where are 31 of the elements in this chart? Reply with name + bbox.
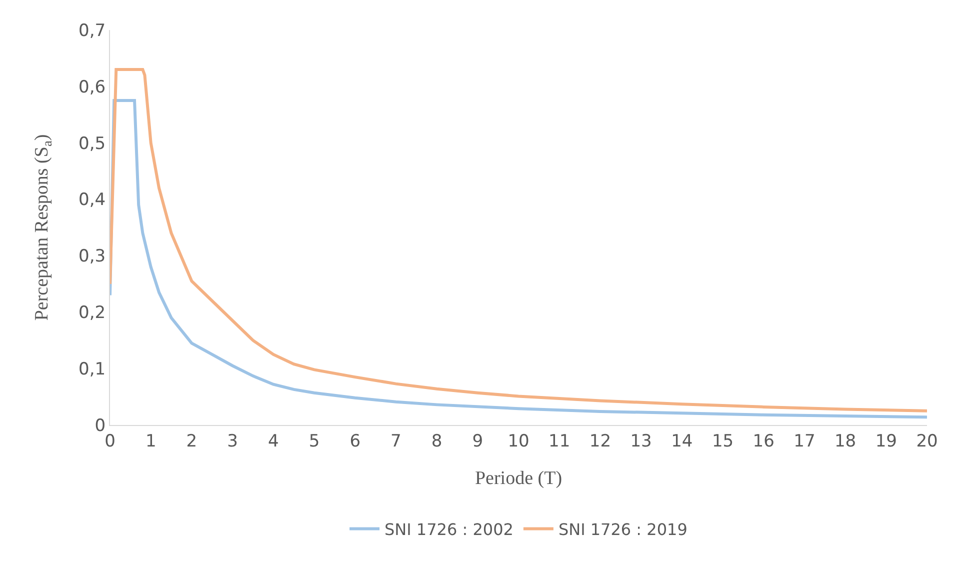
- x-tick-label: 9: [472, 431, 484, 452]
- legend-label: SNI 1726 : 2002: [384, 520, 514, 540]
- x-axis-title: Periode (T): [474, 468, 562, 490]
- y-tick-label: 0,7: [78, 20, 106, 41]
- x-tick-label: 7: [390, 431, 402, 452]
- x-tick-label: 6: [350, 431, 361, 452]
- x-tick-label: 3: [227, 431, 238, 452]
- x-tick-label: 1: [145, 431, 156, 452]
- x-tick-label: 17: [794, 431, 816, 452]
- x-tick-label: 8: [431, 431, 442, 452]
- x-tick-label: 16: [752, 431, 774, 452]
- x-tick-label: 10: [508, 431, 530, 452]
- x-tick-label: 11: [548, 431, 570, 452]
- x-tick-label: 18: [834, 431, 856, 452]
- x-tick-label: 2: [186, 431, 198, 452]
- x-tick-label: 14: [671, 431, 693, 452]
- y-tick-label: 0,3: [78, 246, 106, 267]
- x-tick-label: 15: [712, 431, 734, 452]
- x-tick-label: 19: [875, 431, 897, 452]
- x-tick-label: 13: [630, 431, 652, 452]
- x-tick-label: 4: [268, 431, 279, 452]
- x-tick-label: 5: [308, 431, 320, 452]
- y-tick-label: 0,5: [78, 134, 106, 154]
- y-tick-label: 0: [94, 416, 106, 436]
- y-tick-label: 0,1: [78, 360, 106, 380]
- y-tick-label: 0,2: [78, 303, 106, 324]
- legend-label: SNI 1726 : 2019: [558, 520, 688, 540]
- x-tick-label: 20: [916, 431, 938, 452]
- y-tick-label: 0,6: [78, 77, 106, 98]
- y-tick-label: 0,4: [78, 190, 106, 210]
- x-tick-label: 12: [589, 431, 612, 452]
